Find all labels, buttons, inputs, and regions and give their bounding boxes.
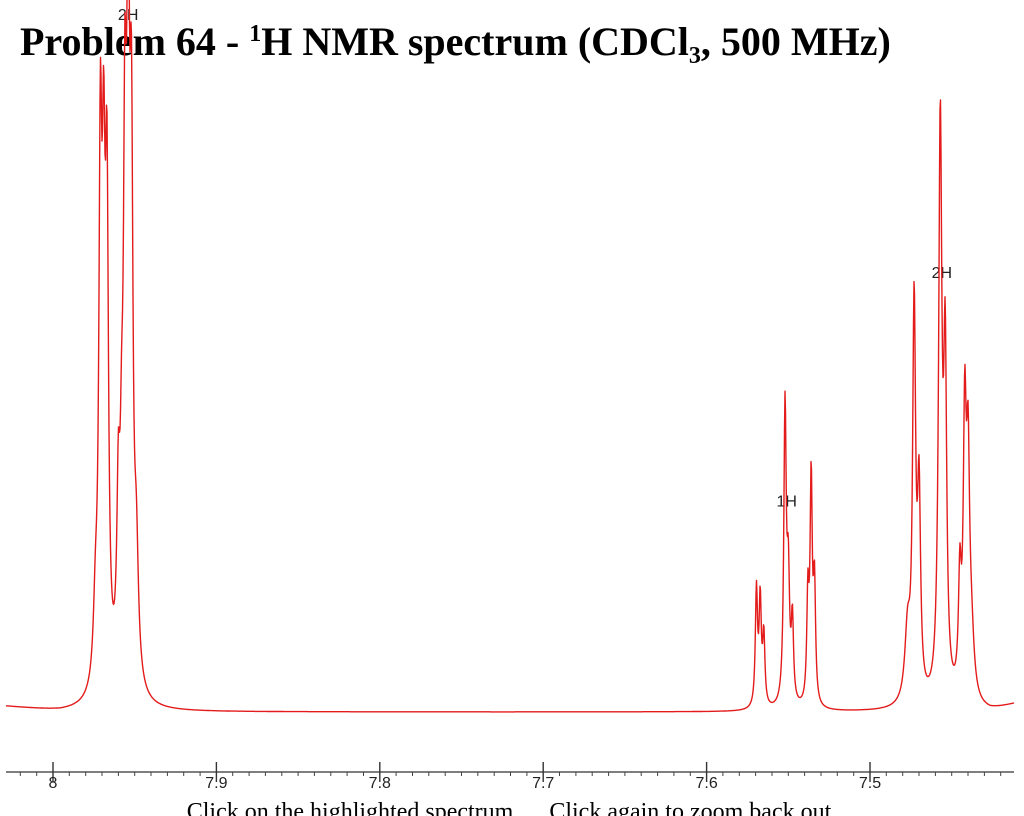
x-tick-label: 8 [49, 775, 58, 792]
title-nucleus: H NMR spectrum (CDCl [261, 19, 689, 64]
instruction-text: Click on the highlighted spectrum … Clic… [186, 800, 838, 816]
title-suffix: , 500 MHz) [700, 19, 891, 64]
title-superscript: 1 [249, 21, 262, 47]
x-tick-label: 7.8 [369, 775, 391, 792]
x-tick-label: 7.6 [695, 775, 717, 792]
x-tick-label: 7.9 [205, 775, 227, 792]
x-tick-label: 7.5 [859, 775, 881, 792]
integration-label: 2H [118, 7, 138, 24]
x-tick-label: 7.7 [532, 775, 554, 792]
spectrum-trace[interactable] [5, 0, 1015, 713]
title-subscript: 3 [688, 43, 701, 69]
x-axis: 8 7.9 7.8 7.7 7.6 7.5 [6, 762, 1014, 792]
